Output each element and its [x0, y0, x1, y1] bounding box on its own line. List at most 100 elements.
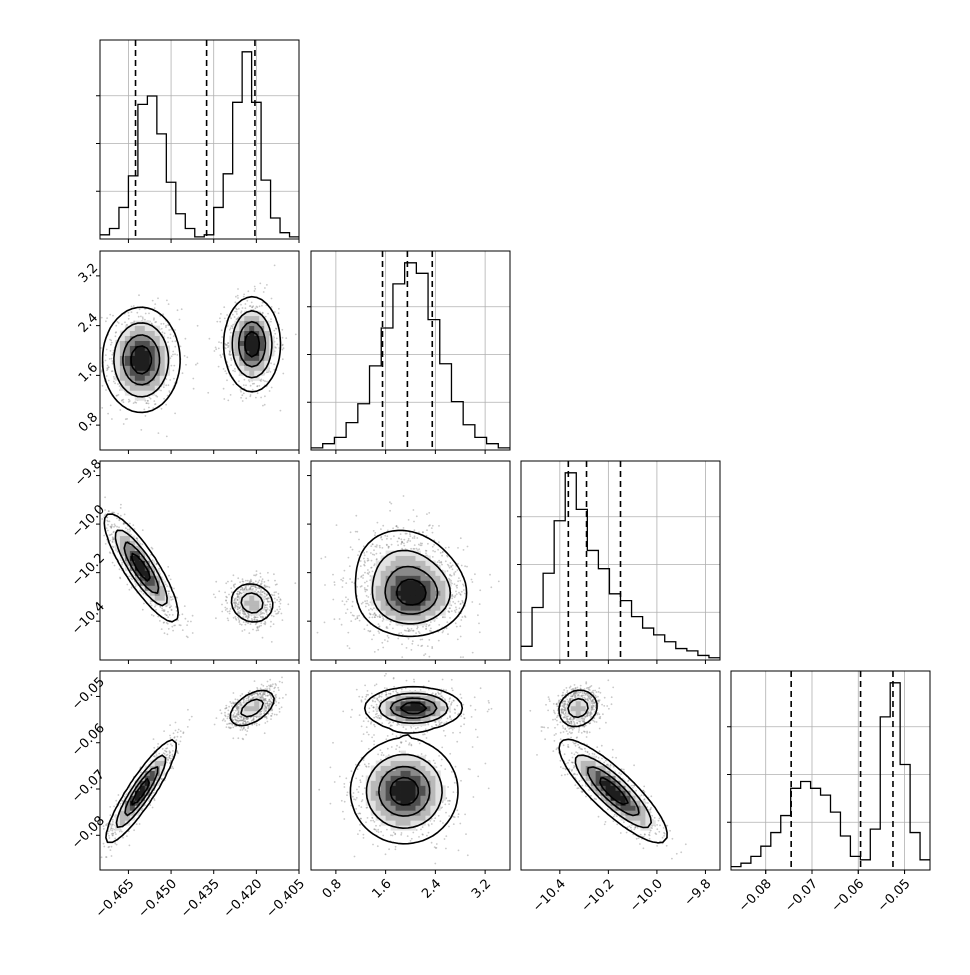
density-cell: [115, 355, 120, 360]
sample-point: [266, 594, 268, 596]
sample-point: [336, 524, 338, 526]
sample-point: [406, 541, 408, 543]
histogram-bin: [771, 833, 781, 870]
density-cell: [120, 536, 125, 541]
sample-point: [430, 628, 432, 630]
sample-point: [413, 509, 415, 511]
sample-point: [168, 384, 170, 386]
sample-point: [426, 623, 428, 625]
sample-point: [373, 554, 375, 556]
sample-point: [170, 579, 172, 581]
sample-point: [111, 358, 113, 360]
sample-point: [415, 632, 417, 634]
sample-point: [269, 604, 271, 606]
sample-point: [236, 309, 238, 311]
sample-point: [498, 581, 500, 583]
sample-point: [447, 633, 449, 635]
sample-point: [267, 572, 269, 574]
sample-point: [107, 365, 109, 367]
density-cell: [150, 346, 155, 351]
sample-point: [265, 610, 267, 612]
sample-point: [245, 622, 247, 624]
sample-point: [388, 547, 390, 549]
sample-point: [225, 609, 227, 611]
sample-point: [342, 600, 344, 602]
sample-point: [345, 582, 347, 584]
sample-point: [428, 639, 430, 641]
sample-point: [173, 588, 175, 590]
sample-point: [255, 617, 257, 619]
sample-point: [192, 615, 194, 617]
sample-point: [282, 337, 284, 339]
sample-point: [245, 397, 247, 399]
histogram-bin: [731, 867, 741, 870]
sample-point: [366, 551, 368, 553]
density-cell: [130, 341, 135, 346]
sample-point: [364, 587, 366, 589]
sample-point: [427, 543, 429, 545]
sample-point: [378, 632, 380, 634]
sample-point: [451, 594, 453, 596]
sample-point: [407, 628, 409, 630]
sample-point: [366, 624, 368, 626]
sample-point: [257, 581, 259, 583]
sample-point: [347, 599, 349, 601]
sample-point: [106, 367, 108, 369]
sample-point: [274, 580, 276, 582]
sample-point: [461, 565, 463, 567]
sample-point: [280, 410, 282, 412]
sample-point: [459, 607, 461, 609]
sample-point: [350, 546, 352, 548]
sample-point: [221, 329, 223, 331]
sample-point: [184, 605, 186, 607]
histogram-bin: [204, 235, 213, 239]
sample-point: [460, 603, 462, 605]
sample-point: [237, 295, 239, 297]
sample-point: [417, 645, 419, 647]
sample-point: [379, 616, 381, 618]
sample-point: [240, 304, 242, 306]
density-cell: [249, 600, 254, 605]
sample-point: [278, 593, 280, 595]
sample-point: [453, 574, 455, 576]
sample-point: [324, 584, 326, 586]
sample-point: [154, 606, 156, 608]
sample-point: [430, 630, 432, 632]
sample-point: [105, 543, 107, 545]
density-cell: [249, 360, 254, 365]
sample-point: [263, 291, 265, 293]
sample-point: [266, 612, 268, 614]
sample-point: [479, 631, 481, 633]
sample-point: [153, 400, 155, 402]
sample-point: [170, 599, 172, 601]
sample-point: [260, 576, 262, 578]
sample-point: [472, 581, 474, 583]
sample-point: [160, 323, 162, 325]
sample-point: [467, 546, 469, 548]
sample-point: [258, 591, 260, 593]
sample-point: [408, 638, 410, 640]
sample-point: [334, 581, 336, 583]
sample-point: [113, 381, 115, 383]
sample-point: [236, 313, 238, 315]
sample-point: [230, 332, 232, 334]
sample-point: [282, 373, 284, 375]
sample-point: [460, 656, 462, 658]
sample-point: [168, 593, 170, 595]
histogram-bin: [346, 423, 358, 450]
sample-point: [232, 326, 234, 328]
sample-point: [226, 608, 228, 610]
sample-point: [373, 549, 375, 551]
sample-point: [287, 603, 289, 605]
sample-point: [368, 571, 370, 573]
sample-point: [279, 608, 281, 610]
sample-point: [108, 510, 110, 512]
sample-point: [365, 603, 367, 605]
sample-point: [479, 589, 481, 591]
sample-point: [344, 570, 346, 572]
sample-point: [220, 313, 222, 315]
sample-point: [106, 317, 108, 319]
sample-point: [169, 606, 171, 608]
sample-point: [260, 622, 262, 624]
y-tick-label: −10.0: [69, 502, 108, 541]
